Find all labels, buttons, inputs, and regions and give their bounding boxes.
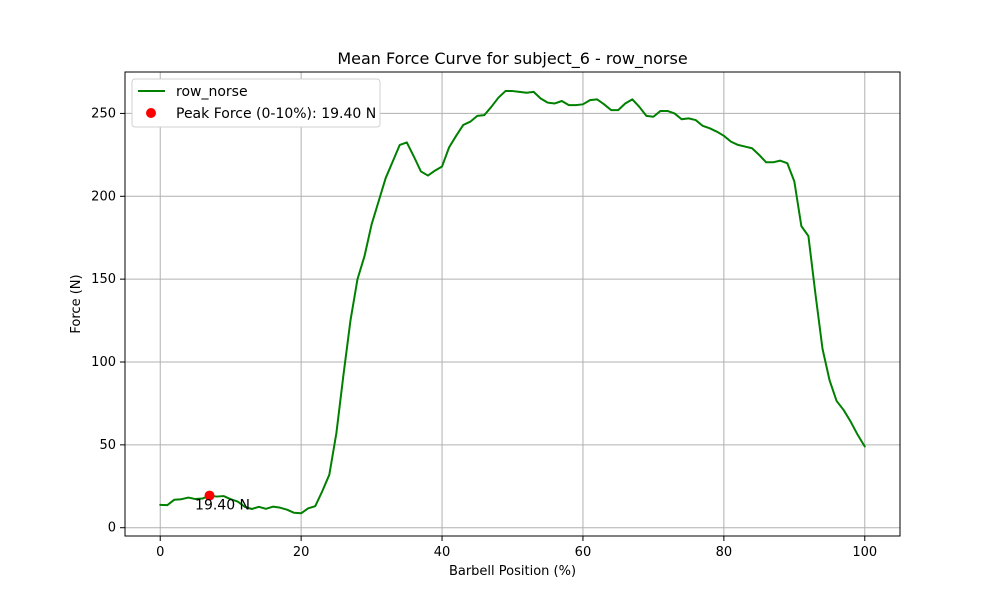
legend-marker-peak [146, 108, 156, 118]
y-tick-label: 50 [99, 438, 116, 453]
series-line-row-norse [159, 90, 866, 515]
x-tick-label: 0 [156, 545, 164, 560]
y-ticks: 0 50 100 150 200 250 [91, 106, 125, 536]
x-tick-label: 60 [575, 545, 592, 560]
x-ticks: 0 20 40 60 80 100 [156, 536, 877, 560]
legend-box [131, 78, 381, 128]
plot-area [125, 72, 900, 536]
y-tick-label: 100 [91, 355, 116, 370]
legend-entry-peak-force: Peak Force (0-10%): 19.40 N [176, 106, 376, 122]
y-tick-label: 0 [108, 521, 116, 536]
peak-force-marker [204, 490, 215, 501]
chart-title: Mean Force Curve for subject_6 - row_nor… [337, 49, 687, 69]
legend-entry-row-norse: row_norse [176, 84, 248, 100]
y-tick-label: 150 [91, 272, 116, 287]
x-tick-label: 80 [716, 545, 733, 560]
y-axis-label: Force (N) [69, 274, 84, 333]
x-tick-label: 20 [293, 545, 310, 560]
series-layer: 19.40 N [159, 90, 866, 515]
x-tick-label: 100 [852, 545, 877, 560]
grid [125, 72, 900, 536]
legend: row_norse Peak Force (0-10%): 19.40 N [131, 78, 381, 128]
y-tick-label: 200 [91, 189, 116, 204]
y-tick-label: 250 [91, 106, 116, 121]
x-tick-label: 40 [434, 545, 451, 560]
x-axis-label: Barbell Position (%) [449, 564, 576, 579]
plot-frame [124, 71, 901, 537]
peak-force-annotation: 19.40 N [195, 498, 250, 514]
